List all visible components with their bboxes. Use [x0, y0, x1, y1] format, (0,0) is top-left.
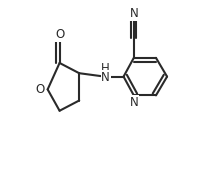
- Text: O: O: [35, 83, 45, 96]
- Text: O: O: [55, 28, 64, 41]
- Text: N: N: [130, 96, 138, 109]
- Text: N: N: [101, 71, 110, 84]
- Text: N: N: [130, 7, 138, 20]
- Text: H: H: [101, 62, 110, 76]
